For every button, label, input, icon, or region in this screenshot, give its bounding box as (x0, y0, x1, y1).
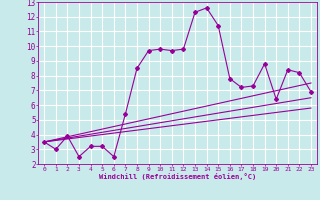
X-axis label: Windchill (Refroidissement éolien,°C): Windchill (Refroidissement éolien,°C) (99, 173, 256, 180)
